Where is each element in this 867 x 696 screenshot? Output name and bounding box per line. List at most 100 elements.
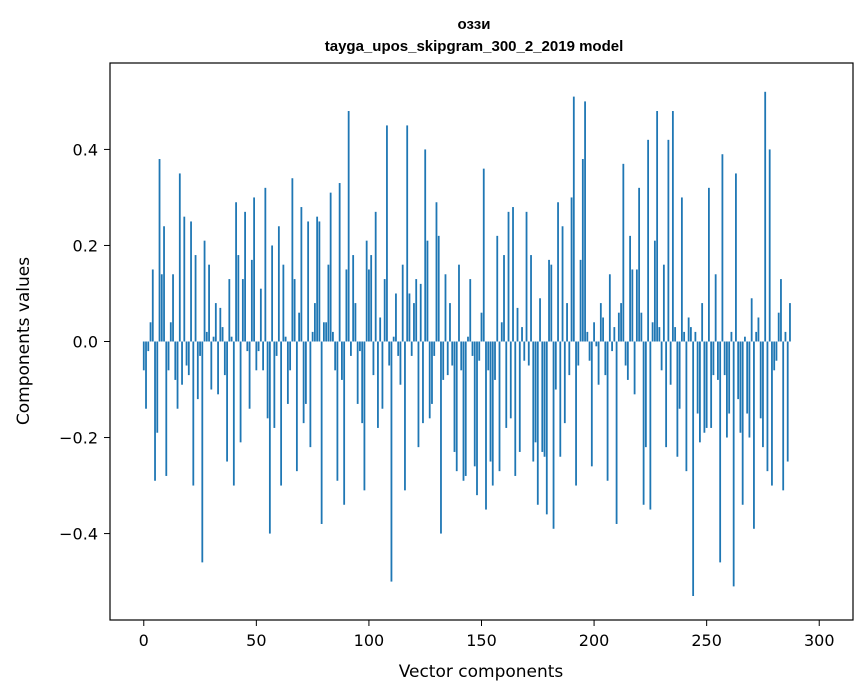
- bar-228: [656, 111, 659, 342]
- bar-232: [665, 341, 668, 448]
- bar-189: [568, 341, 571, 376]
- bar-138: [453, 341, 456, 452]
- bar-262: [732, 341, 735, 587]
- bar-55: [266, 341, 269, 419]
- bar-9: [163, 226, 165, 342]
- bar-195: [581, 159, 584, 342]
- bar-184: [557, 202, 559, 342]
- bar-201: [595, 341, 598, 347]
- bar-140: [458, 264, 460, 342]
- bar-11: [167, 341, 170, 371]
- bar-186: [561, 226, 564, 342]
- bar-86: [336, 341, 339, 481]
- bar-104: [377, 341, 379, 428]
- bar-123: [419, 283, 422, 342]
- bar-43: [239, 341, 242, 443]
- bar-143: [464, 341, 467, 476]
- bar-122: [417, 341, 420, 448]
- x-axis: 0 50 100 150 200 250 300: [139, 620, 835, 650]
- bar-34: [219, 307, 222, 342]
- bar-115: [401, 264, 404, 342]
- bar-181: [550, 264, 553, 342]
- bar-116: [404, 341, 406, 491]
- bar-63: [284, 336, 287, 342]
- bar-221: [640, 312, 643, 342]
- bar-212: [620, 303, 622, 342]
- bar-198: [588, 341, 591, 361]
- bar-128: [431, 341, 433, 404]
- bar-51: [257, 341, 260, 352]
- bar-236: [674, 327, 677, 342]
- bar-265: [739, 341, 742, 433]
- bar-95: [356, 341, 359, 404]
- bar-244: [692, 341, 695, 596]
- bar-168: [521, 327, 523, 342]
- bar-264: [737, 341, 740, 400]
- bar-213: [622, 163, 625, 342]
- bar-109: [388, 341, 391, 366]
- bar-132: [440, 341, 442, 534]
- bar-248: [701, 303, 704, 342]
- bar-105: [379, 317, 382, 342]
- bar-28: [205, 331, 208, 342]
- bar-78: [318, 221, 321, 342]
- bar-39: [230, 336, 233, 342]
- bar-117: [406, 125, 409, 342]
- bar-6: [156, 341, 159, 433]
- bar-62: [282, 264, 285, 342]
- bar-136: [449, 303, 451, 342]
- bar-89: [343, 341, 346, 505]
- bar-282: [777, 312, 780, 342]
- bar-20: [187, 341, 190, 376]
- bar-65: [289, 341, 292, 371]
- bar-162: [507, 211, 510, 342]
- bar-183: [554, 341, 557, 390]
- bar-214: [624, 341, 627, 366]
- bar-111: [392, 336, 395, 342]
- bar-124: [422, 341, 424, 424]
- bar-166: [516, 307, 519, 342]
- bar-60: [277, 226, 280, 342]
- bar-56: [268, 341, 271, 534]
- bar-164: [512, 207, 514, 342]
- bar-121: [415, 279, 418, 342]
- bar-13: [172, 274, 174, 342]
- bar-59: [275, 341, 278, 356]
- bar-217: [631, 269, 634, 342]
- bar-276: [764, 91, 767, 342]
- bar-230: [660, 341, 663, 371]
- bar-41: [235, 202, 237, 342]
- bar-100: [368, 269, 370, 342]
- bar-231: [662, 264, 665, 342]
- bar-252: [710, 341, 713, 428]
- bar-154: [489, 341, 492, 462]
- bar-254: [714, 274, 717, 342]
- bar-103: [374, 211, 377, 342]
- bar-50: [255, 341, 258, 371]
- bar-139: [455, 341, 458, 472]
- bar-57: [271, 245, 274, 342]
- bar-157: [496, 235, 499, 342]
- bar-238: [678, 341, 681, 409]
- bar-40: [232, 341, 235, 486]
- bar-18: [183, 216, 186, 342]
- bar-81: [325, 322, 328, 342]
- bar-192: [575, 341, 577, 486]
- bar-167: [518, 341, 521, 452]
- bar-21: [190, 221, 192, 342]
- bar-25: [199, 341, 201, 356]
- bar-64: [286, 341, 289, 404]
- bar-24: [196, 341, 199, 400]
- bar-271: [753, 341, 755, 529]
- bar-99: [365, 240, 368, 342]
- bar-19: [185, 341, 188, 366]
- bar-281: [775, 341, 778, 361]
- bar-175: [536, 341, 539, 505]
- bar-247: [699, 341, 701, 443]
- bar-235: [671, 111, 674, 342]
- x-tick-label: 200: [579, 631, 610, 650]
- bar-283: [780, 279, 782, 342]
- x-tick-label: 50: [246, 631, 266, 650]
- bar-185: [559, 341, 562, 457]
